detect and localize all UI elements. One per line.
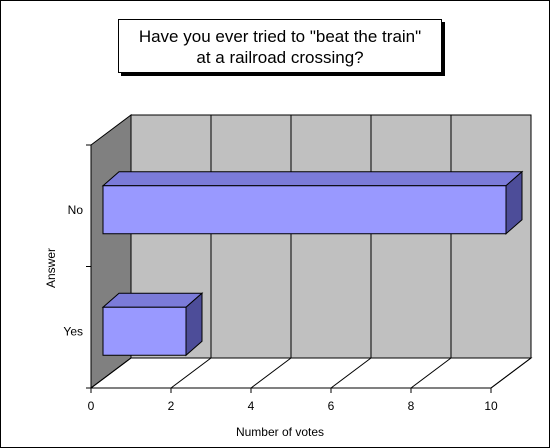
bar-top-face: [101, 171, 524, 187]
x-tick-label: 8: [408, 399, 415, 413]
x-tick-label: 10: [484, 399, 498, 413]
floor-gridline: [250, 357, 292, 389]
axes: Yes No 0 2 4 6 8 10: [63, 144, 498, 413]
category-label: No: [68, 203, 84, 217]
floor-gridline: [90, 357, 132, 389]
chart-title-line-1: Have you ever tried to "beat the train": [138, 27, 422, 46]
floor-gridline: [170, 357, 212, 389]
x-tick-label: 6: [328, 399, 335, 413]
bar-top-face: [101, 292, 204, 308]
floor: [89, 357, 533, 389]
floor-gridline: [330, 357, 372, 389]
floor-gridline: [410, 357, 452, 389]
bar-no: [102, 185, 507, 235]
axis-labels: Number of votes Answer: [44, 248, 324, 439]
x-tick-label: 2: [168, 399, 175, 413]
bars: [101, 170, 524, 357]
x-axis-label: Number of votes: [236, 425, 324, 439]
x-tick-label: 0: [88, 399, 95, 413]
category-label: Yes: [63, 324, 83, 338]
y-axis-label: Answer: [44, 248, 58, 288]
x-tick-label: 4: [248, 399, 255, 413]
floor-gridline: [490, 357, 532, 389]
bar-yes: [102, 306, 187, 356]
chart-title-box: Have you ever tried to "beat the train" …: [118, 19, 442, 73]
chart-title-line-2: at a railroad crossing?: [196, 48, 364, 67]
